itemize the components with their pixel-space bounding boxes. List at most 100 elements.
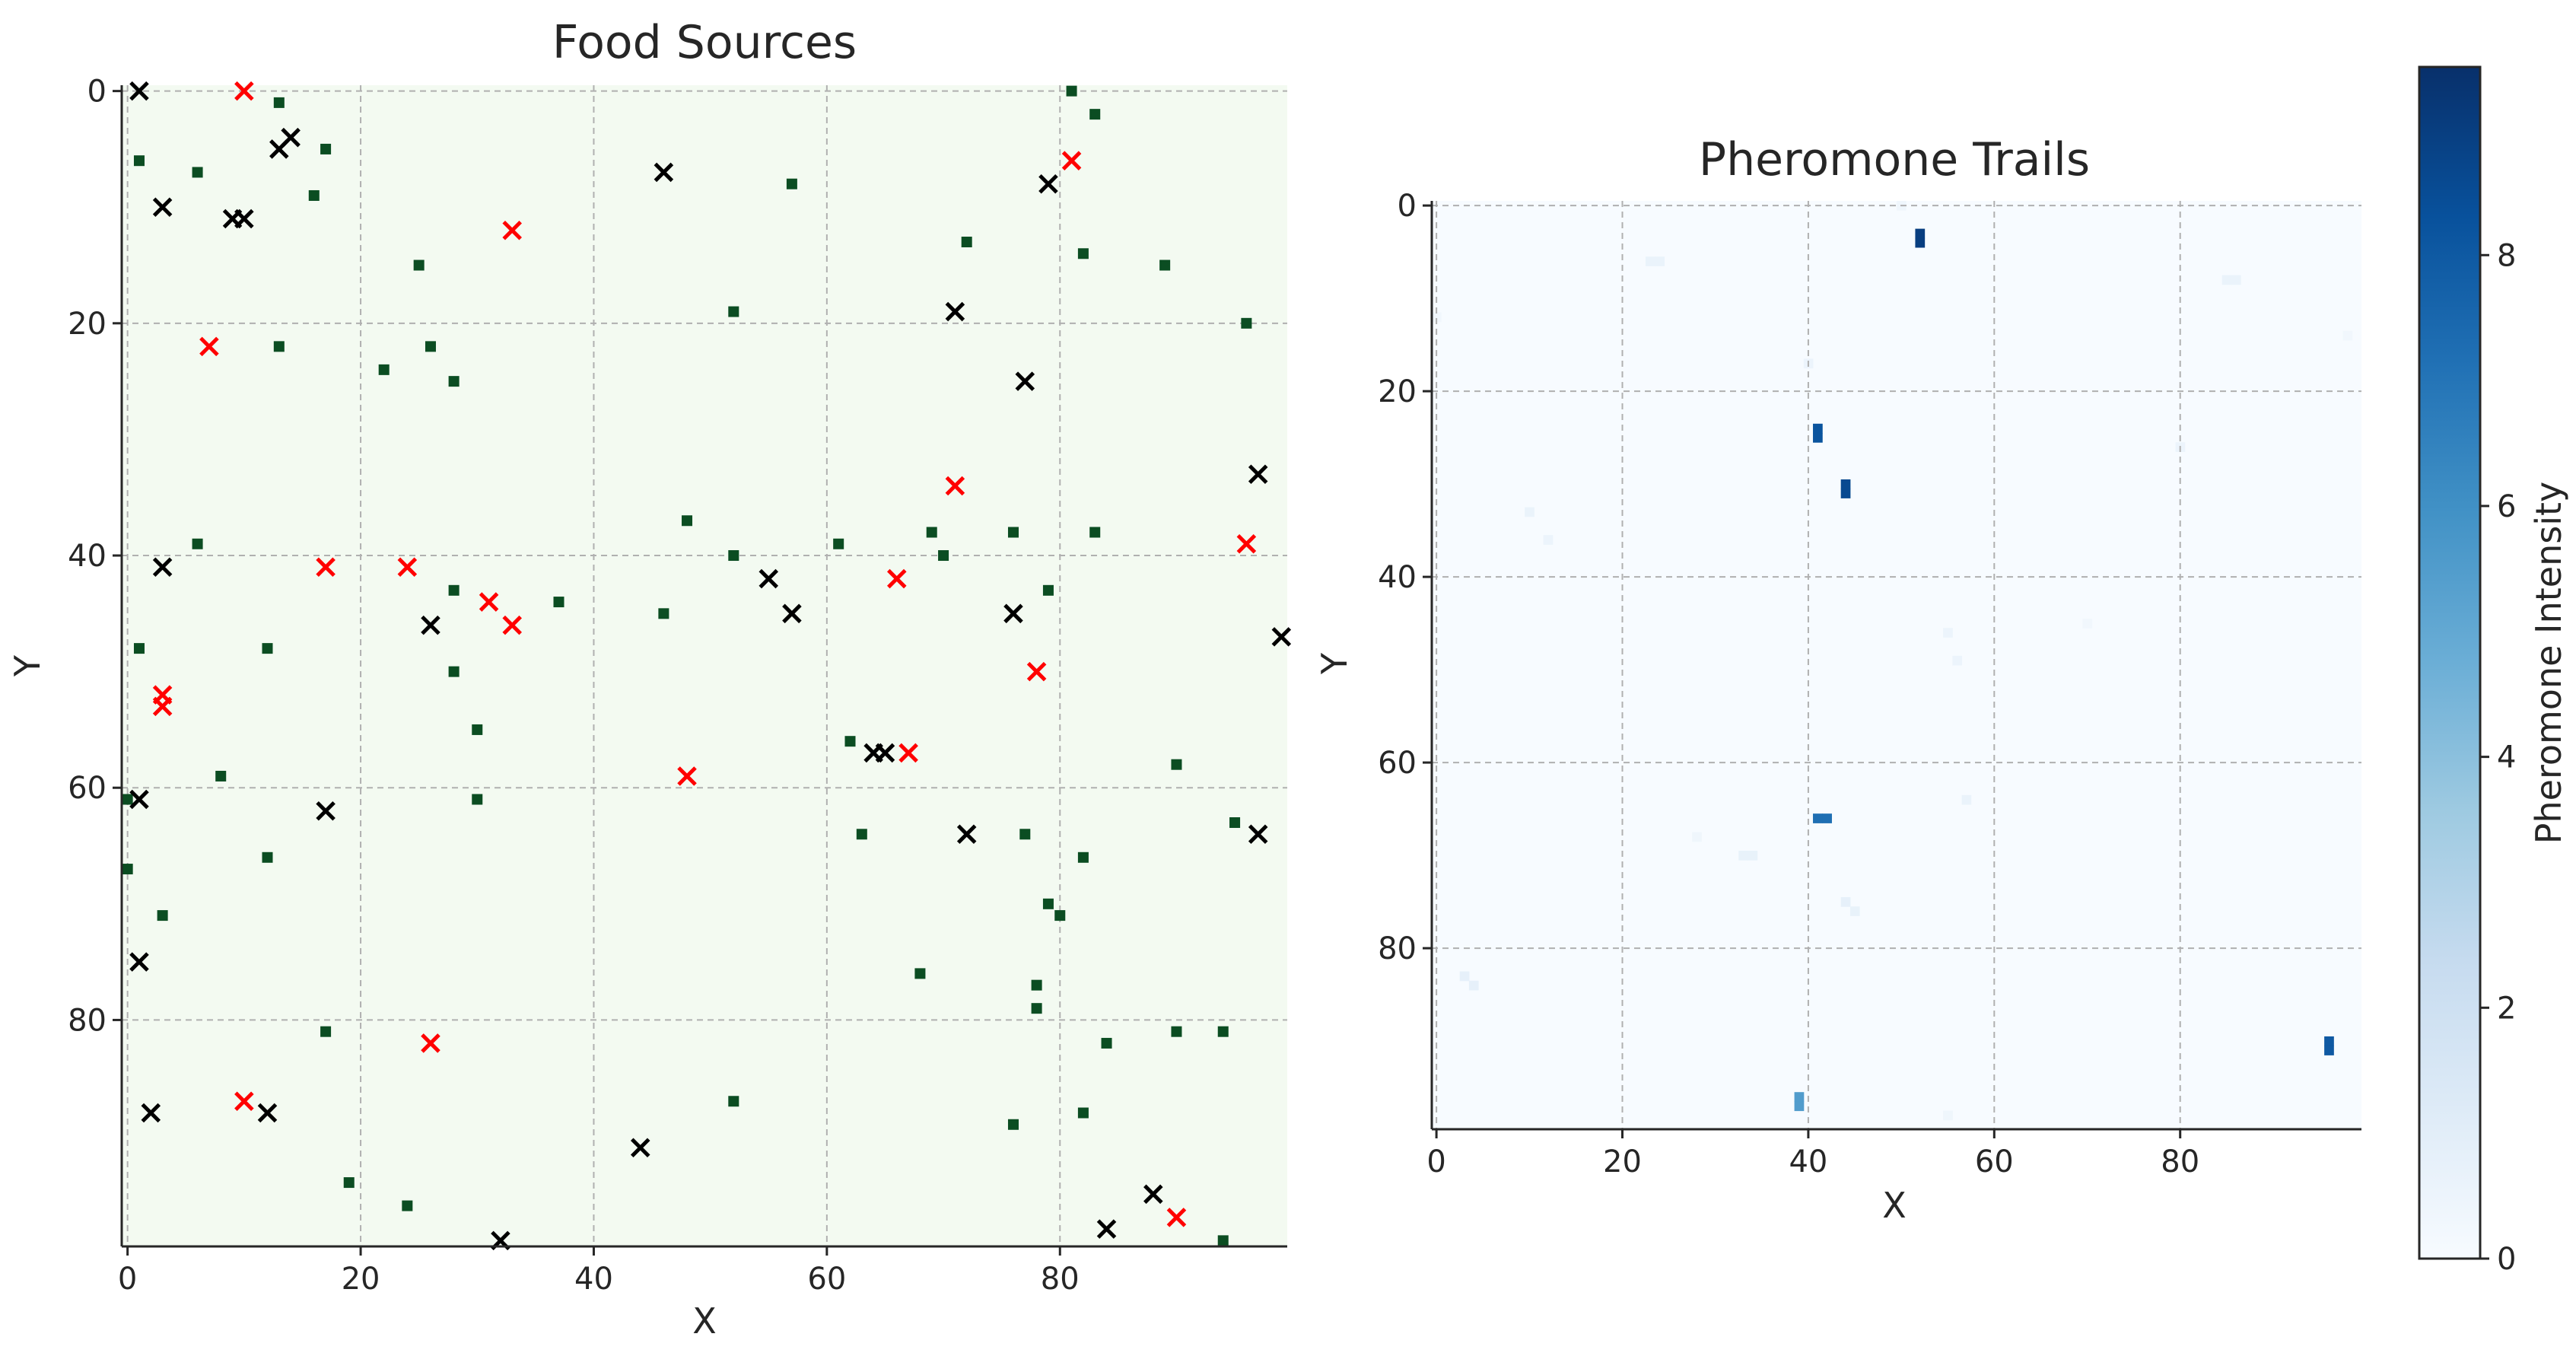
food-source-square-marker (192, 167, 203, 178)
food-source-square-marker (914, 968, 926, 979)
pheromone-xlabel: X (1882, 1185, 1907, 1226)
colorbar-tick-label: 6 (2497, 489, 2516, 524)
pheromone-ytick-label: 40 (1378, 560, 1417, 595)
food-source-black-x-marker (1096, 1219, 1117, 1239)
pheromone-heatmap-cells (1432, 201, 2353, 1121)
food-source-red-x-marker (479, 592, 499, 612)
colorbar-label: Pheromone Intensity (2528, 482, 2569, 845)
food-source-square-marker (320, 1026, 332, 1037)
food-source-square-marker (1229, 817, 1241, 829)
food-source-square-marker (378, 364, 390, 375)
colorbar-tick-label: 0 (2497, 1242, 2516, 1277)
pheromone-ytick-label: 60 (1378, 746, 1417, 781)
food-source-black-x-marker (758, 568, 779, 589)
food-source-black-x-marker (129, 952, 149, 972)
food-sources-ytick-label: 40 (68, 539, 107, 574)
food-source-square-marker (262, 851, 273, 863)
pheromone-cell (1692, 832, 1702, 842)
food-source-square-marker (1171, 1026, 1182, 1037)
pheromone-ytick-label: 0 (1398, 189, 1417, 224)
food-source-black-x-marker (956, 824, 977, 845)
pheromone-cell (1525, 507, 1534, 517)
food-source-square-marker (448, 666, 460, 677)
pheromone-cell (2231, 275, 2241, 285)
pheromone-cell (1468, 980, 1479, 991)
food-source-red-x-marker (234, 81, 254, 101)
food-source-black-x-marker (1003, 603, 1023, 624)
food-source-square-marker (1159, 259, 1171, 271)
food-source-square-marker (1007, 527, 1019, 538)
pheromone-plot-background (1432, 201, 2361, 1129)
pheromone-cell (1961, 794, 1972, 805)
food-source-black-x-marker (1271, 627, 1292, 647)
colorbar-gradient (2418, 65, 2482, 1260)
food-sources-ytick-label: 60 (68, 771, 107, 806)
food-source-square-marker (425, 341, 436, 352)
pheromone-cell (2324, 1036, 2334, 1046)
food-sources-xlabel: X (692, 1300, 717, 1342)
food-source-black-x-marker (152, 557, 173, 578)
food-source-black-x-marker (1248, 464, 1268, 484)
pheromone-cell (1915, 237, 1926, 248)
food-source-square-marker (215, 770, 227, 781)
pheromone-xtick-label: 0 (1426, 1144, 1445, 1179)
food-source-black-x-marker (316, 801, 336, 821)
food-source-black-x-marker (782, 603, 802, 624)
food-source-red-x-marker (316, 557, 336, 578)
pheromone-xtick-label: 60 (1975, 1144, 2014, 1179)
food-source-square-marker (472, 794, 483, 805)
food-source-black-x-marker (875, 743, 895, 763)
food-sources-ytick-label: 20 (68, 307, 107, 342)
pheromone-cell (1840, 897, 1851, 907)
colorbar-tick-label: 4 (2497, 740, 2516, 775)
pheromone-cell (1655, 256, 1665, 266)
pheromone-cell (1813, 423, 1823, 434)
food-source-square-marker (1054, 910, 1066, 922)
food-sources-points (122, 81, 1292, 1251)
colorbar-ticks: 0 2 4 6 8 (2480, 238, 2516, 1277)
food-source-square-marker (133, 155, 145, 167)
food-source-black-x-marker (281, 127, 301, 148)
food-source-square-marker (262, 643, 273, 654)
food-source-red-x-marker (152, 696, 173, 717)
food-source-red-x-marker (502, 615, 522, 635)
pheromone-cell (1943, 628, 1953, 638)
food-source-red-x-marker (502, 220, 522, 240)
food-source-square-marker (448, 584, 460, 596)
pheromone-cell (1952, 655, 1963, 666)
food-source-square-marker (402, 1200, 413, 1211)
food-sources-plot-background (122, 85, 1287, 1246)
pheromone-cell (1459, 971, 1470, 982)
food-source-red-x-marker (1026, 661, 1047, 682)
food-source-square-marker (472, 724, 483, 735)
pheromone-cell (1432, 312, 1442, 323)
food-source-square-marker (682, 515, 693, 527)
food-sources-xtick-label: 20 (342, 1262, 380, 1297)
food-source-square-marker (413, 259, 425, 271)
food-source-square-marker (786, 178, 797, 189)
food-source-black-x-marker (654, 162, 674, 183)
pheromone-cell (2342, 330, 2353, 341)
food-source-square-marker (1077, 851, 1089, 863)
pheromone-trails-title: Pheromone Trails (1699, 133, 2090, 186)
pheromone-xtick-label: 20 (1603, 1144, 1642, 1179)
food-source-square-marker (273, 97, 285, 108)
pheromone-cell (1840, 479, 1851, 489)
colorbar: 0 2 4 6 8 Pheromone Intensity (2418, 65, 2569, 1277)
pheromone-cell (1748, 851, 1758, 861)
pheromone-cell (1646, 256, 1655, 266)
pheromone-cell (2221, 275, 2232, 285)
food-source-square-marker (1066, 85, 1077, 97)
pheromone-ytick-label: 80 (1378, 931, 1417, 966)
pheromone-cell (1543, 535, 1554, 545)
food-source-square-marker (926, 527, 937, 538)
food-sources-xtick-label: 60 (807, 1262, 846, 1297)
pheromone-ticks: 0 20 40 60 80 0 20 40 60 80 (1378, 189, 2199, 1179)
pheromone-cell (1813, 813, 1823, 823)
food-source-square-marker (728, 1096, 739, 1107)
food-source-square-marker (1077, 248, 1089, 259)
colorbar-tick-label: 8 (2497, 238, 2516, 273)
food-source-square-marker (658, 608, 669, 619)
pheromone-cell (1915, 228, 1926, 239)
food-source-square-marker (1241, 317, 1252, 329)
